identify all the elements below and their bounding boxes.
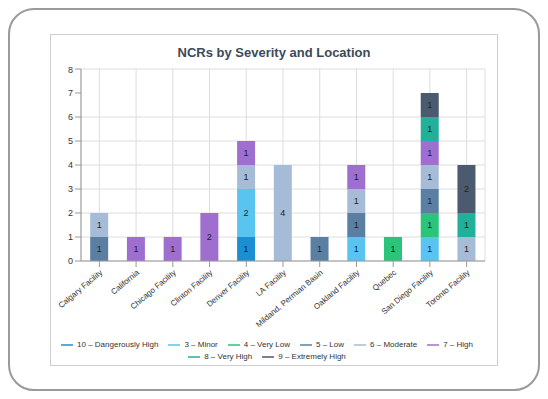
svg-text:Clinton Facility: Clinton Facility: [168, 268, 215, 309]
html-text:NCRs by Severity and Location: NCRs by Severity and Location: [177, 45, 371, 60]
svg-text:Toronto Facility: Toronto Facility: [425, 268, 472, 309]
svg-text:7: 7: [68, 88, 73, 98]
svg-text:Denver Facility: Denver Facility: [205, 268, 251, 309]
svg-text:2: 2: [464, 184, 469, 194]
svg-text:Oakland Facility: Oakland Facility: [312, 268, 361, 311]
html-text:10 – Dangerously High: 10 – Dangerously High: [77, 340, 159, 350]
svg-text:8: 8: [68, 65, 73, 75]
svg-text:Chicago Facility: Chicago Facility: [128, 268, 178, 312]
svg-text:1: 1: [427, 148, 432, 158]
svg-text:1: 1: [97, 244, 102, 254]
svg-text:0: 0: [68, 256, 73, 266]
svg-text:1: 1: [427, 244, 432, 254]
svg-text:1: 1: [244, 244, 249, 254]
svg-text:6: 6: [68, 112, 73, 122]
svg-text:1: 1: [390, 244, 395, 254]
svg-text:1: 1: [427, 100, 432, 110]
svg-text:1: 1: [427, 124, 432, 134]
svg-text:1: 1: [427, 196, 432, 206]
svg-text:1: 1: [170, 244, 175, 254]
svg-text:3: 3: [68, 184, 73, 194]
svg-text:1: 1: [427, 220, 432, 230]
svg-text:1: 1: [354, 220, 359, 230]
svg-text:2: 2: [207, 232, 212, 242]
svg-text:San Diego Facility: San Diego Facility: [380, 268, 435, 316]
svg-text:2: 2: [68, 208, 73, 218]
svg-text:1: 1: [97, 220, 102, 230]
svg-text:California: California: [109, 268, 141, 297]
html-text:6 – Moderate: 6 – Moderate: [370, 340, 418, 350]
svg-text:LA Facility: LA Facility: [254, 268, 288, 298]
svg-text:1: 1: [354, 172, 359, 182]
svg-text:1: 1: [317, 244, 322, 254]
svg-text:1: 1: [464, 244, 469, 254]
html-text:4 – Very Low: 4 – Very Low: [243, 340, 290, 350]
html-text:7 – High: 7 – High: [443, 340, 473, 350]
svg-text:5: 5: [68, 136, 73, 146]
svg-text:4: 4: [68, 160, 73, 170]
svg-text:1: 1: [133, 244, 138, 254]
svg-text:1: 1: [68, 232, 73, 242]
svg-text:4: 4: [280, 208, 285, 218]
svg-text:2: 2: [244, 208, 249, 218]
html-text:3 – Minor: 3 – Minor: [184, 340, 218, 350]
svg-text:1: 1: [244, 172, 249, 182]
html-text:9 – Extremely High: 9 – Extremely High: [278, 352, 346, 362]
svg-text:1: 1: [354, 196, 359, 206]
svg-text:Quebec: Quebec: [371, 268, 398, 293]
svg-text:1: 1: [464, 220, 469, 230]
svg-text:1: 1: [427, 172, 432, 182]
svg-text:Calgary Facility: Calgary Facility: [57, 268, 105, 310]
svg-text:Mildand, Permian Basin: Mildand, Permian Basin: [254, 268, 325, 329]
html-text:8 – Very High: 8 – Very High: [204, 352, 253, 362]
svg-text:1: 1: [244, 148, 249, 158]
svg-text:1: 1: [354, 244, 359, 254]
html-text:5 – Low: 5 – Low: [316, 340, 344, 350]
